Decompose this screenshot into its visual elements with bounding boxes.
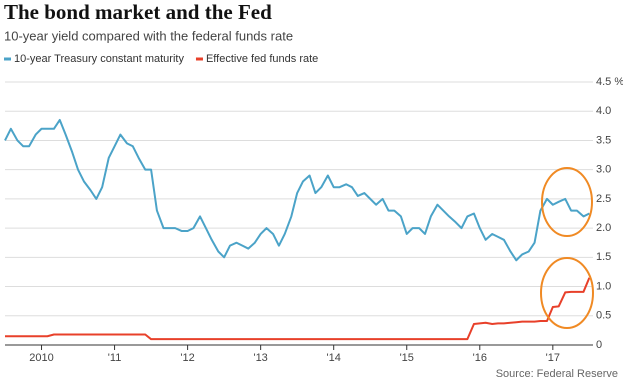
highlight-circle [540,257,594,329]
legend-label: 10-year Treasury constant maturity [14,53,184,65]
y-tick-label: 0.5 [596,310,611,322]
x-tick-label: '12 [180,352,194,364]
y-tick-label: 2.5 [596,193,611,205]
chart-subtitle: 10-year yield compared with the federal … [4,28,293,43]
y-tick-label: 2.0 [596,222,611,234]
legend-label: Effective fed funds rate [206,53,318,65]
x-tick-label: '13 [253,352,267,364]
chart-title: The bond market and the Fed [4,0,272,24]
y-tick-label: 0 [596,339,602,351]
x-tick-label: 2010 [29,352,53,364]
plot-area [4,118,591,341]
highlight-circle [541,167,593,237]
series-line [5,277,591,341]
legend: 10-year Treasury constant maturity Effect… [4,53,318,65]
y-tick-label: 1.5 [596,251,611,263]
y-tick-label: 1.0 [596,280,611,292]
x-tick-label: '17 [546,352,560,364]
y-tick-label: 4.5 % [596,76,623,88]
x-tick-label: '15 [400,352,414,364]
series-line [4,118,590,262]
y-tick-label: 3.5 [596,134,611,146]
y-tick-label: 3.0 [596,164,611,176]
y-tick-label: 4.0 [596,105,611,117]
x-tick-label: '14 [327,352,341,364]
x-tick-label: '16 [473,352,487,364]
grid: 0 0.5 1.0 1.5 2.0 2.5 3.0 3.5 4.0 4.5 % 2010 '11 '12… [5,76,623,364]
source-note: Source: Federal Reserve [496,368,618,380]
x-tick-label: '11 [108,352,122,364]
